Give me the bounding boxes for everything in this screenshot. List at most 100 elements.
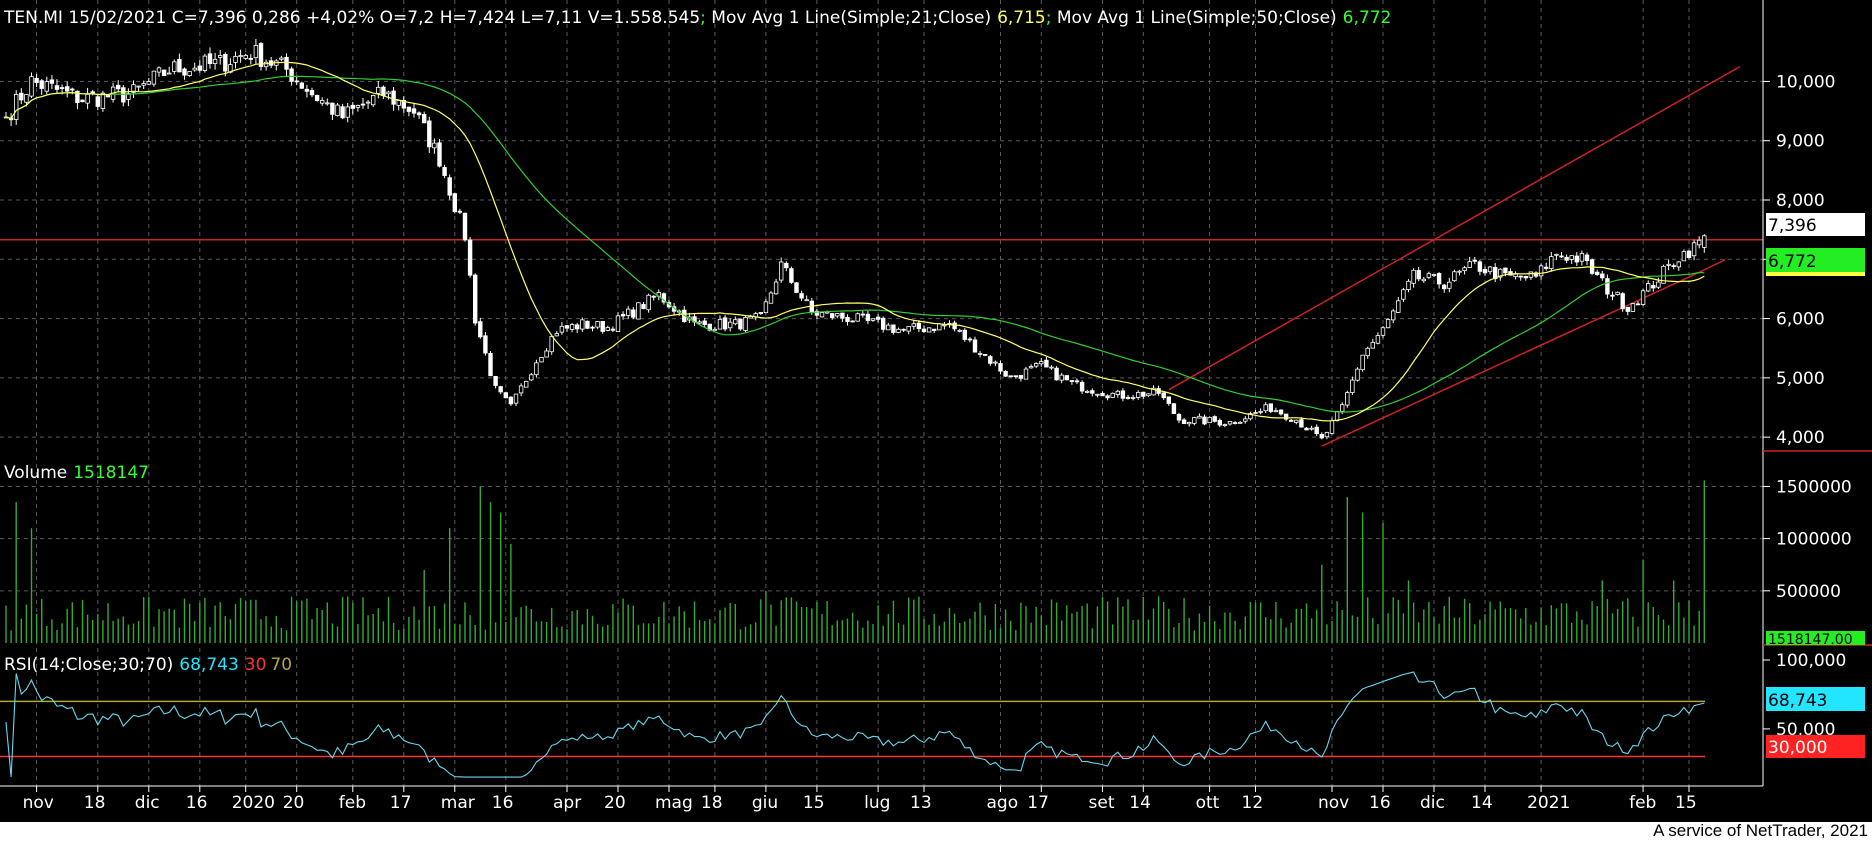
candle-body <box>24 94 29 103</box>
time-tick-label: 14 <box>1471 793 1493 813</box>
candle-body <box>1472 259 1477 262</box>
candle-body <box>794 282 799 293</box>
candle-body <box>768 292 774 304</box>
candle-body <box>840 312 845 319</box>
candle-body <box>59 87 65 89</box>
candle-body <box>1462 267 1467 272</box>
ma50-line <box>5 75 1705 413</box>
candle-body <box>289 68 294 82</box>
candle-body <box>19 92 24 101</box>
candle-body <box>620 313 626 317</box>
rsi-series-line <box>5 671 1705 778</box>
candle-body <box>1610 294 1615 297</box>
candle-body <box>1360 354 1365 371</box>
candle-body <box>651 295 656 298</box>
candle-body <box>804 299 809 302</box>
candle-body <box>814 310 820 316</box>
reference-lines <box>0 65 1763 758</box>
candle-body <box>830 313 835 319</box>
time-tick-label: nov <box>23 793 54 813</box>
candle-body <box>345 106 350 118</box>
candle-body <box>697 321 702 324</box>
time-tick-label: 16 <box>1369 793 1391 813</box>
candle-body <box>1054 367 1059 381</box>
candle-body <box>1452 271 1457 282</box>
candle-body <box>738 318 743 330</box>
candle-body <box>29 76 34 97</box>
candle-body <box>335 104 340 117</box>
candle-body <box>136 85 141 88</box>
candle-body <box>733 319 738 325</box>
candle-body <box>891 324 896 333</box>
candle-body <box>1426 273 1432 278</box>
candle-body <box>1304 427 1309 431</box>
candle-body <box>1544 266 1549 269</box>
candle-body <box>952 322 957 330</box>
candle-body <box>100 92 106 109</box>
axes: 10,0009,0008,0007,0006,0005,0004,0001500… <box>23 72 1852 813</box>
candle-body <box>1263 404 1268 412</box>
close-price-badge-label: 7,396 <box>1768 216 1817 236</box>
candle-body <box>131 84 136 93</box>
candle-body <box>1227 421 1233 425</box>
candle-body <box>1380 327 1386 336</box>
candle-body <box>330 102 335 115</box>
candle-body <box>967 338 973 341</box>
candle-body <box>1125 396 1131 399</box>
candle-body <box>916 322 922 330</box>
candle-body <box>503 392 508 399</box>
candle-body <box>1268 403 1273 412</box>
candle-body <box>636 302 641 320</box>
time-tick-label: nov <box>1318 793 1349 813</box>
candle-body <box>253 45 259 59</box>
candle-body <box>569 324 575 330</box>
rsi-line <box>5 671 1705 778</box>
candle-body <box>1207 416 1212 424</box>
candle-body <box>835 313 840 317</box>
ma50-badge-inner <box>1766 248 1865 272</box>
candle-body <box>860 313 865 316</box>
candle-body <box>881 317 886 330</box>
candle-body <box>309 90 315 96</box>
candle-body <box>1370 341 1375 349</box>
candle-body <box>1640 290 1646 305</box>
candle-body <box>1299 419 1304 428</box>
candle-body <box>1656 281 1661 288</box>
candle-body <box>75 90 80 104</box>
candle-body <box>141 83 146 86</box>
candle-body <box>1375 335 1381 344</box>
time-tick-label: 12 <box>1242 793 1264 813</box>
time-tick-label: lug <box>864 793 890 813</box>
candle-body <box>559 325 565 333</box>
candle-body <box>1192 417 1197 424</box>
time-tick-label: set <box>1089 793 1115 813</box>
candle-body <box>1146 393 1151 397</box>
candle-body <box>942 324 947 327</box>
candle-body <box>1661 265 1666 284</box>
candle-body <box>911 323 916 327</box>
rsi-badge-label: 68,743 <box>1768 691 1827 711</box>
stock-chart[interactable]: 10,0009,0008,0007,0006,0005,0004,0001500… <box>0 0 1872 822</box>
rsi-30-badge <box>1766 735 1865 758</box>
candle-body <box>478 321 483 338</box>
candle-body <box>391 90 396 105</box>
candle-body <box>850 320 855 323</box>
candle-body <box>1487 266 1493 273</box>
candle-body <box>54 85 60 90</box>
candle-body <box>1049 366 1054 369</box>
candle-body <box>13 93 19 120</box>
candle-body <box>1605 278 1610 295</box>
candle-body <box>314 95 320 102</box>
candle-body <box>39 80 44 89</box>
candle-body <box>1253 412 1258 414</box>
candle-body <box>166 72 172 75</box>
candle-body <box>529 374 534 381</box>
candle-body <box>819 312 825 318</box>
candle-body <box>1416 270 1421 280</box>
candle-body <box>1090 390 1095 394</box>
candle-body <box>238 55 243 58</box>
candle-body <box>661 293 667 303</box>
candle-body <box>1579 253 1585 262</box>
candle-body <box>95 96 100 107</box>
candle-body <box>554 333 559 337</box>
